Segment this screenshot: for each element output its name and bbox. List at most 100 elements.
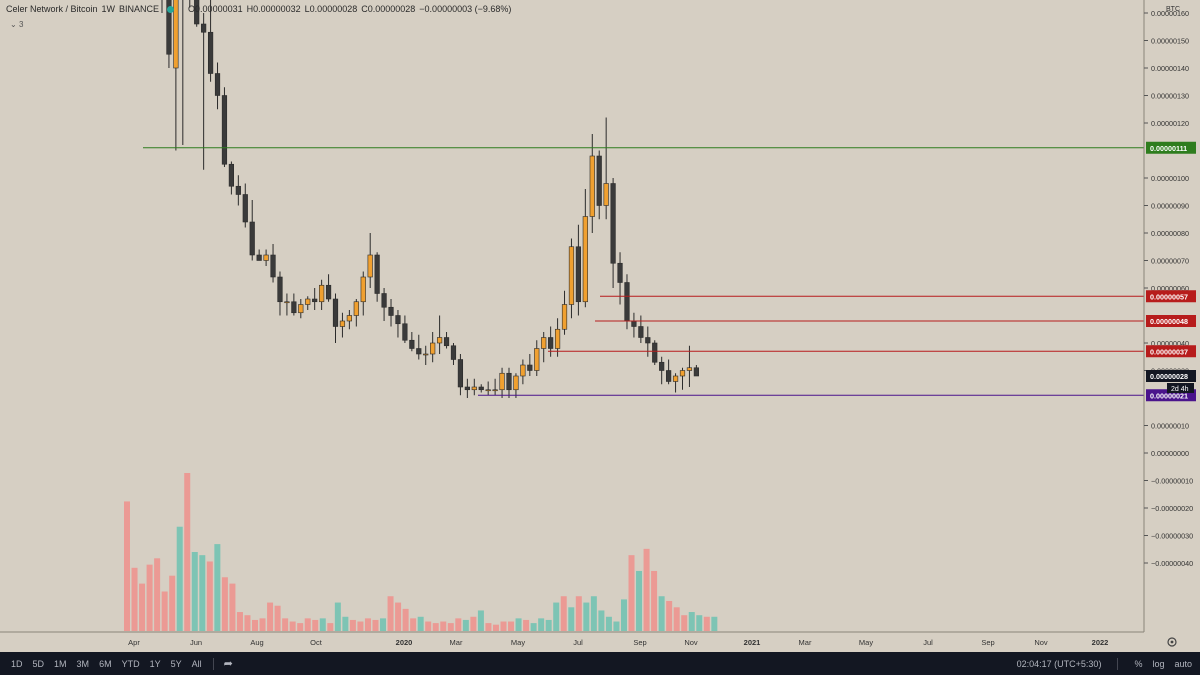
- candle: [201, 23, 207, 33]
- candle: [270, 254, 276, 278]
- indicators-toggle[interactable]: ⌄ 3: [10, 20, 23, 29]
- y-tick-label: 0.00000070: [1151, 257, 1189, 266]
- candle: [554, 328, 561, 349]
- volume-bar: [590, 596, 597, 631]
- candle: [277, 276, 283, 303]
- volume-bar: [334, 602, 341, 631]
- toolbar-divider: [1117, 657, 1119, 670]
- candle: [506, 372, 512, 391]
- auto-toggle[interactable]: auto: [1174, 658, 1192, 669]
- candle: [319, 284, 325, 303]
- candle: [672, 375, 679, 382]
- range-button-1m[interactable]: 1M: [54, 658, 67, 669]
- go-to-date-icon[interactable]: ➦: [223, 658, 233, 670]
- volume-bar: [199, 555, 206, 631]
- x-tick-label: May: [511, 638, 525, 647]
- volume-bar: [146, 564, 153, 631]
- volume-bar: [184, 473, 191, 631]
- candle: [527, 364, 533, 371]
- candle: [624, 282, 630, 322]
- candle: [596, 155, 602, 206]
- volume-bar: [244, 615, 251, 631]
- volume-bar: [304, 618, 311, 631]
- countdown-label: 2d 4h: [1171, 386, 1189, 393]
- candle: [166, 0, 172, 55]
- volume-bar: [131, 567, 138, 631]
- range-button-all[interactable]: All: [191, 658, 202, 669]
- volume-bar: [267, 602, 274, 631]
- candles-layer: [161, 0, 699, 398]
- x-tick-label: 2022: [1092, 638, 1109, 647]
- range-button-5y[interactable]: 5Y: [170, 658, 182, 669]
- candle: [471, 386, 477, 391]
- symbol-name[interactable]: Celer Network / Bitcoin: [6, 4, 98, 14]
- y-tick-label: 0.00000130: [1151, 92, 1189, 101]
- candle: [666, 370, 672, 382]
- candle: [436, 337, 443, 344]
- volume-bar: [538, 618, 545, 631]
- y-tick-label: −0.00000020: [1151, 504, 1193, 513]
- volume-bar: [252, 619, 259, 631]
- horizontal-levels-layer[interactable]: [143, 147, 1144, 396]
- volume-bar: [508, 621, 515, 631]
- volume-bar: [651, 570, 658, 631]
- range-button-5d[interactable]: 5D: [32, 658, 45, 669]
- candle: [221, 95, 228, 165]
- candle: [513, 375, 519, 391]
- log-toggle[interactable]: log: [1152, 658, 1165, 669]
- level-price-tag: [1146, 141, 1196, 154]
- candle: [242, 194, 248, 223]
- toolbar-divider: [212, 657, 214, 670]
- candle: [631, 320, 637, 327]
- x-tick-label: Jun: [190, 638, 202, 647]
- volume-bar: [628, 555, 635, 631]
- settings-gear-icon[interactable]: [1167, 637, 1177, 647]
- price-chart[interactable]: 0.000001800.000001700.000001600.00000150…: [0, 0, 1200, 652]
- volume-bar: [417, 616, 424, 631]
- volume-bar: [259, 618, 266, 631]
- volume-bar: [666, 600, 673, 631]
- time-axis[interactable]: Apr Jun Aug Oct 2020 Mar May Jul Sep Nov 2021 Mar Ma…: [128, 638, 1108, 647]
- y-tick-label: 0.00000000: [1151, 449, 1189, 458]
- candle: [388, 306, 394, 316]
- volume-bar: [364, 618, 371, 631]
- candle: [207, 31, 214, 74]
- volume-bar: [711, 616, 718, 631]
- y-tick-label: −0.00000040: [1151, 559, 1193, 568]
- candle: [194, 0, 200, 25]
- candle: [173, 0, 179, 69]
- volume-bar: [372, 619, 379, 631]
- candle: [575, 246, 581, 303]
- volume-bar: [515, 618, 522, 631]
- interval-label[interactable]: 1W: [101, 4, 116, 14]
- volume-bar: [432, 623, 439, 631]
- volume-bar: [605, 616, 612, 631]
- range-button-1y[interactable]: 1Y: [149, 658, 161, 669]
- candle: [263, 254, 269, 261]
- x-tick-label: Nov: [684, 638, 698, 647]
- ohlc-close: C0.00000028: [361, 4, 416, 14]
- range-button-6m[interactable]: 6M: [99, 658, 112, 669]
- volume-bar: [357, 621, 364, 631]
- clock-readout[interactable]: 02:04:17 (UTC+5:30): [1016, 658, 1102, 669]
- volume-bar: [312, 619, 319, 631]
- volume-bar: [560, 596, 567, 631]
- candle: [423, 353, 429, 356]
- volume-bar: [349, 619, 356, 631]
- candle: [464, 386, 470, 391]
- price-axis[interactable]: 0.000001800.000001700.000001600.00000150…: [1144, 0, 1193, 568]
- x-tick-label: Mar: [799, 638, 812, 647]
- candle: [228, 163, 235, 187]
- percent-toggle[interactable]: %: [1134, 658, 1143, 669]
- chart-background: [0, 0, 1200, 652]
- y-tick-label: 0.00000060: [1151, 284, 1189, 293]
- candle: [402, 323, 408, 341]
- range-button-ytd[interactable]: YTD: [121, 658, 140, 669]
- level-price-label: 0.00000057: [1150, 292, 1188, 301]
- volume-bar: [568, 607, 575, 631]
- volume-bar: [274, 605, 281, 631]
- x-tick-label: Nov: [1034, 638, 1048, 647]
- range-button-1d[interactable]: 1D: [11, 658, 23, 669]
- level-price-label: 0.00000021: [1150, 391, 1188, 400]
- range-button-3m[interactable]: 3M: [76, 658, 90, 669]
